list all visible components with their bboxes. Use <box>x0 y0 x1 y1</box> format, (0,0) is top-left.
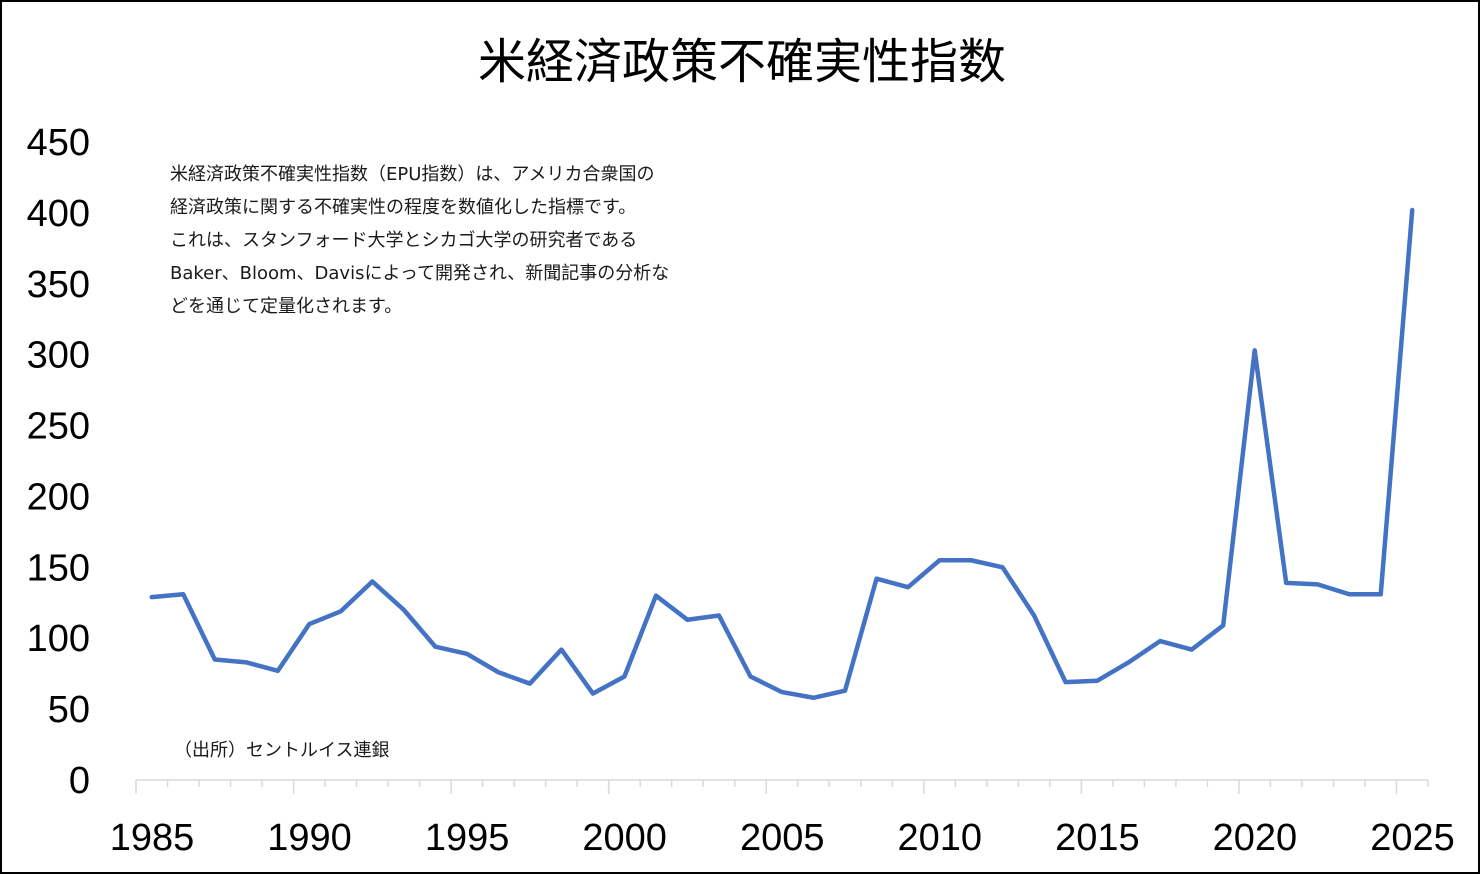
x-tick-label: 2005 <box>740 817 825 859</box>
y-tick-label: 50 <box>48 689 90 731</box>
note-line: 米経済政策不確実性指数（EPU指数）は、アメリカ合衆国の <box>170 164 655 185</box>
y-axis-ticks: 0 50 100 150 200 250 300 350 400 450 <box>27 122 90 802</box>
description-note: 米経済政策不確実性指数（EPU指数）は、アメリカ合衆国の経済政策に関する不確実性… <box>170 164 669 317</box>
chart-title: 米経済政策不確実性指数 <box>478 34 1006 90</box>
x-tick-label: 2025 <box>1370 817 1455 859</box>
x-tick-label: 1990 <box>267 817 352 859</box>
y-tick-label: 250 <box>27 406 90 448</box>
y-tick-label: 400 <box>27 193 90 235</box>
note-line: Baker、Bloom、Davisによって開発され、新聞記事の分析な <box>170 263 669 284</box>
source-note: （出所）セントルイス連銀 <box>174 740 389 761</box>
y-tick-label: 350 <box>27 264 90 306</box>
note-line: 経済政策に関する不確実性の程度を数値化した指標です。 <box>170 197 636 218</box>
y-tick-label: 300 <box>27 335 90 377</box>
x-tick-label: 1985 <box>110 817 195 859</box>
y-tick-label: 150 <box>27 547 90 589</box>
note-line: これは、スタンフォード大学とシカゴ大学の研究者である <box>170 230 637 251</box>
x-tick-label: 2000 <box>582 817 667 859</box>
y-tick-label: 450 <box>27 122 90 164</box>
y-tick-label: 100 <box>27 618 90 660</box>
x-axis: 1985 1990 1995 2000 2005 2010 2015 2020 2025 <box>110 779 1455 859</box>
y-tick-label: 0 <box>69 760 90 802</box>
y-tick-label: 200 <box>27 476 90 518</box>
x-tick-label: 2010 <box>898 817 983 859</box>
plot-area <box>149 207 1415 701</box>
x-tick-label: 1995 <box>425 817 510 859</box>
x-tick-label: 2015 <box>1055 817 1140 859</box>
x-tick-label: 2020 <box>1213 817 1298 859</box>
note-line: どを通じて定量化されます。 <box>170 296 402 317</box>
